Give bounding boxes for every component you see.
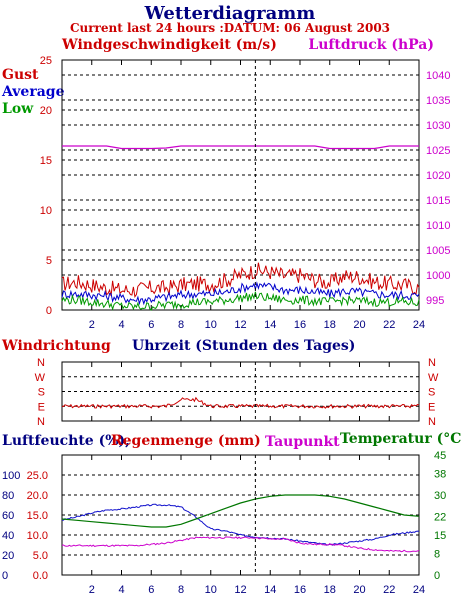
p3-x-tick-label: 18 <box>324 584 336 596</box>
p3-frame <box>61 454 420 576</box>
p2-y-tick-label: S <box>38 387 45 399</box>
legend-gust: Gust <box>2 67 39 83</box>
p1-y2-tick-label: 1030 <box>426 120 450 132</box>
p3-y2-tick-label: 15 <box>434 530 446 542</box>
wind-direction-title: Windrichtung <box>1 338 111 354</box>
p3-y2-tick-label: 0 <box>434 570 440 582</box>
p3-rain-tick-label: 25.0 <box>27 470 48 482</box>
page-subtitle: Current last 24 hours :DATUM: 06 August … <box>70 21 390 35</box>
p3-x-tick-label: 8 <box>178 584 184 596</box>
series-taupunkt <box>61 536 420 553</box>
p3-humidity-tick-label: 20 <box>2 550 14 562</box>
p2-y2-tick-label: E <box>428 401 435 413</box>
p2-y2-tick-label: N <box>428 416 436 428</box>
p3-y2-tick-label: 8 <box>434 549 440 561</box>
p3-y2-tick-label: 30 <box>434 490 446 502</box>
series-gust <box>61 262 420 299</box>
series-windrichtung <box>61 396 420 409</box>
p3-x-tick-label: 16 <box>294 584 306 596</box>
p3-humidity-tick-label: 40 <box>2 530 14 542</box>
p3-x-tick-label: 14 <box>264 584 276 596</box>
p3-rain-tick-label: 0.0 <box>33 570 48 582</box>
p3-humidity-tick-label: 100 <box>2 470 20 482</box>
p3-rain-tick-label: 15.0 <box>27 510 48 522</box>
p1-x-tick-label: 8 <box>178 319 184 331</box>
p1-y2-tick-label: 1000 <box>426 270 450 282</box>
p1-x-tick-label: 6 <box>148 319 154 331</box>
humidity-title: Luftfeuchte (%), <box>2 433 130 449</box>
p1-y2-tick-label: 1025 <box>426 145 450 157</box>
series-average <box>61 281 420 306</box>
p1-y2-tick-label: 1020 <box>426 170 450 182</box>
p3-x-tick-label: 24 <box>413 584 425 596</box>
series-temperatur <box>61 494 420 528</box>
p1-y-tick-label: 20 <box>40 105 52 117</box>
page-title: Wetterdiagramm <box>144 3 316 24</box>
p1-y-tick-label: 10 <box>40 205 52 217</box>
time-axis-title: Uhrzeit (Stunden des Tages) <box>132 338 355 354</box>
p2-y2-tick-label: W <box>428 372 439 384</box>
p3-x-tick-label: 6 <box>148 584 154 596</box>
p1-y-tick-label: 5 <box>46 255 52 267</box>
p3-humidity-tick-label: 60 <box>2 510 14 522</box>
p3-y2-tick-label: 38 <box>434 469 446 481</box>
p1-x-tick-label: 16 <box>294 319 306 331</box>
p3-humidity-tick-label: 80 <box>2 490 14 502</box>
p3-x-tick-label: 20 <box>353 584 365 596</box>
p1-y2-tick-label: 1040 <box>426 70 450 82</box>
p2-y-tick-label: N <box>37 357 45 369</box>
p1-x-tick-label: 10 <box>205 319 217 331</box>
p1-x-tick-label: 20 <box>353 319 365 331</box>
p1-x-tick-label: 2 <box>89 319 95 331</box>
p2-y2-tick-label: N <box>428 357 436 369</box>
series-low <box>61 291 420 311</box>
p1-y2-tick-label: 995 <box>426 295 444 307</box>
series-luftdruck <box>62 145 419 150</box>
p1-x-tick-label: 12 <box>234 319 246 331</box>
p1-y-tick-label: 0 <box>46 305 52 317</box>
p1-y2-tick-label: 1005 <box>426 245 450 257</box>
p1-x-tick-label: 18 <box>324 319 336 331</box>
pressure-title: Luftdruck (hPa) <box>308 37 434 53</box>
plot-area: 0510152025995100010051010101510201025103… <box>2 55 450 596</box>
p1-x-tick-label: 24 <box>413 319 425 331</box>
p3-rain-tick-label: 5.0 <box>33 550 48 562</box>
p3-y2-tick-label: 22 <box>434 511 446 523</box>
p3-x-tick-label: 2 <box>89 584 95 596</box>
p2-y-tick-label: W <box>35 372 46 384</box>
dewpoint-title: Taupunkt <box>265 434 340 450</box>
p1-x-tick-label: 14 <box>264 319 276 331</box>
p3-humidity-tick-label: 0 <box>2 570 8 582</box>
p3-x-tick-label: 4 <box>118 584 124 596</box>
p1-y-tick-label: 15 <box>40 155 52 167</box>
p2-y2-tick-label: S <box>428 387 435 399</box>
p3-x-tick-label: 22 <box>383 584 395 596</box>
p1-y-tick-label: 25 <box>40 55 52 67</box>
p3-x-tick-label: 12 <box>234 584 246 596</box>
p1-x-tick-label: 22 <box>383 319 395 331</box>
p2-y-tick-label: E <box>38 401 45 413</box>
p3-rain-tick-label: 10.0 <box>27 530 48 542</box>
legend-average: Average <box>1 84 65 100</box>
p1-y2-tick-label: 1035 <box>426 95 450 107</box>
legend-low: Low <box>2 101 34 117</box>
p3-rain-tick-label: 20.0 <box>27 490 48 502</box>
series-luftfeuchte <box>61 503 420 546</box>
p1-y2-tick-label: 1015 <box>426 195 450 207</box>
p3-x-tick-label: 10 <box>205 584 217 596</box>
rain-title: Regenmenge (mm) <box>111 433 261 449</box>
temperature-title: Temperatur (°C) <box>340 431 461 447</box>
p1-frame <box>61 59 420 311</box>
p1-x-tick-label: 4 <box>118 319 124 331</box>
wind-speed-title: Windgeschwindigkeit (m/s) <box>61 37 277 53</box>
p2-frame <box>61 361 420 422</box>
p2-y-tick-label: N <box>37 416 45 428</box>
p1-y2-tick-label: 1010 <box>426 220 450 232</box>
p3-y2-tick-label: 45 <box>434 450 446 462</box>
